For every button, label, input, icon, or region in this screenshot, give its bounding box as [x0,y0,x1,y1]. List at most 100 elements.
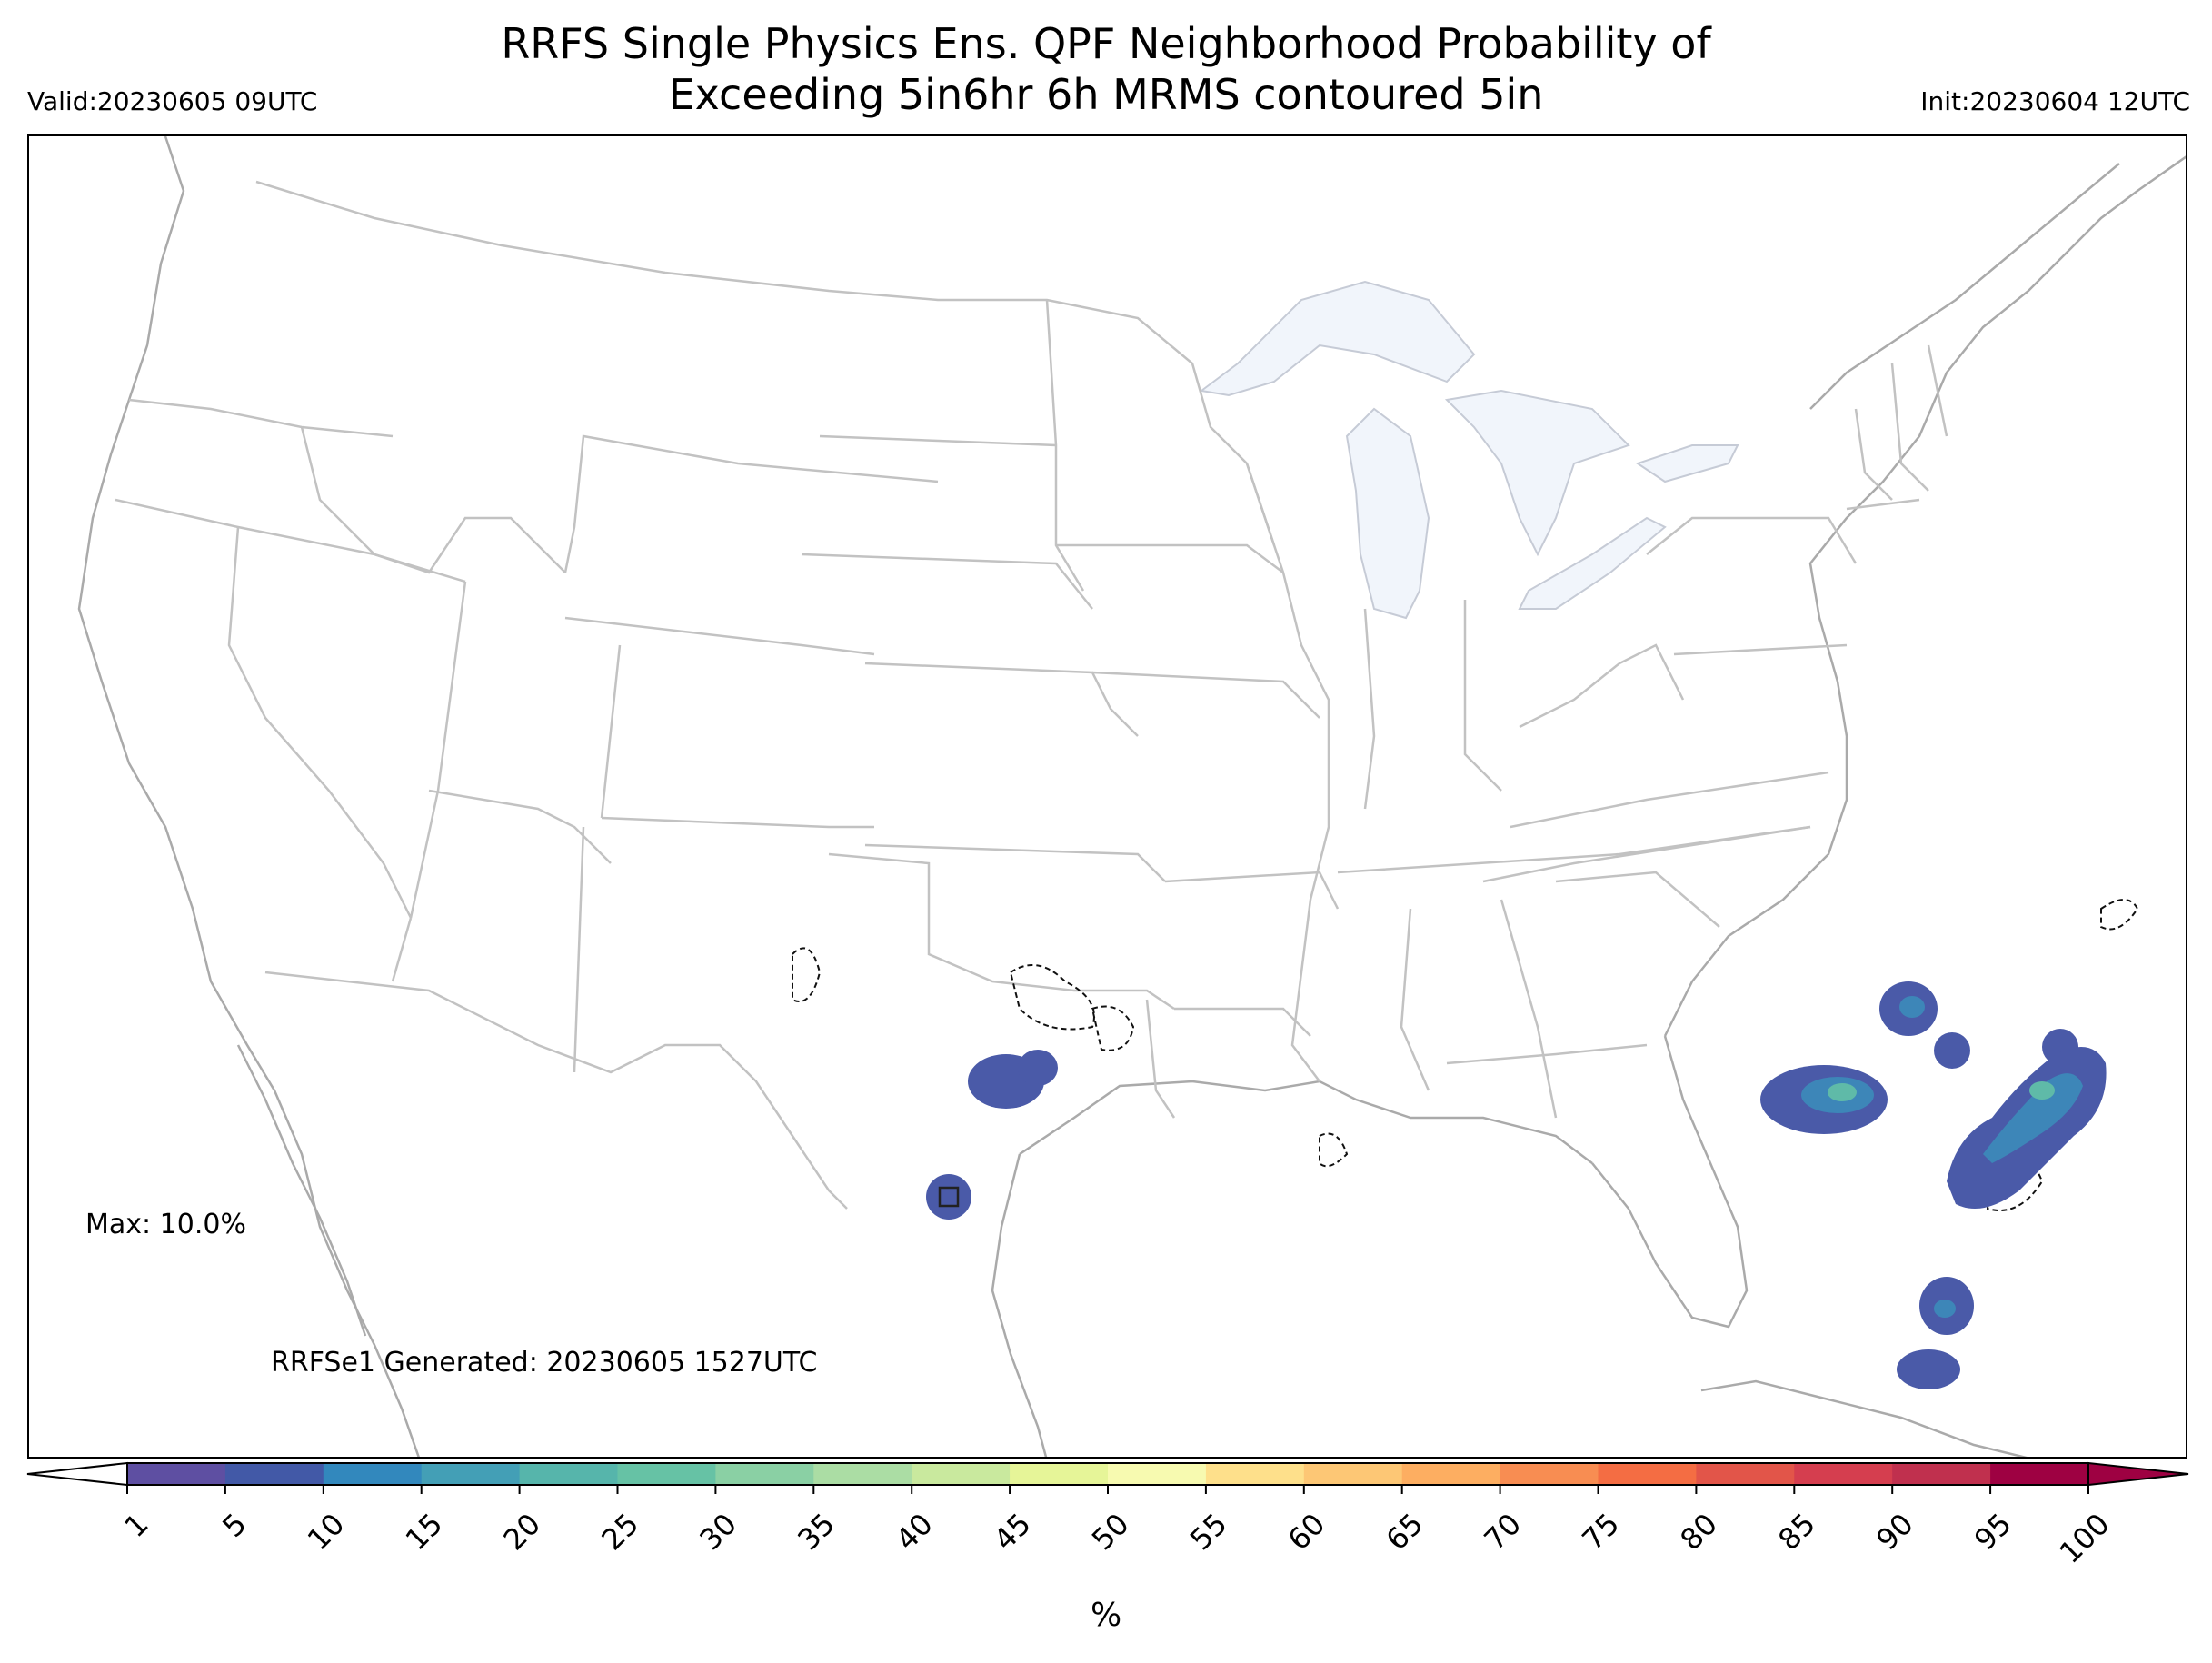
prob-blob-texas [968,1050,1058,1109]
contour-tx-cluster [1091,1005,1135,1051]
ga-fl [1446,1043,1648,1065]
colorbar-tick-label: 70 [1478,1507,1529,1558]
map-title: RRFS Single Physics Ens. QPF Neighborhoo… [0,18,2212,120]
ne-ks [864,662,1139,737]
co-ut [600,644,622,819]
atlantic-coast [1663,155,2186,1037]
colorbar-cell [1010,1463,1109,1485]
ms-al [1400,908,1430,1091]
mex-border [264,971,848,1210]
mexico-gulf-coast [991,1153,1048,1457]
colorbar-cell [1990,1463,2089,1485]
prob-blob-atlantic-west [1760,1065,1888,1134]
vt-nh [1890,363,1929,492]
va-nc [1510,771,1829,829]
lake-huron [1444,389,1630,557]
colorbar-cell [127,1463,226,1485]
mt-wy [563,434,939,573]
colorbar-tick-label: 50 [1085,1507,1136,1558]
great-lakes [1199,280,1739,620]
ia-mo [1091,671,1320,719]
colorbar-cell [813,1463,912,1485]
colorbar-tick-label: 75 [1575,1507,1626,1558]
colorbar-tick-label: 80 [1673,1507,1724,1558]
il-in [1363,608,1376,810]
colorbar-cell [617,1463,716,1485]
contour-atlantic-ne [2100,899,2139,931]
colorbar-tick-label: 30 [692,1507,743,1558]
ia-mn [1056,543,1284,573]
ma-ct [1846,498,1920,511]
colorbar-cell [1500,1463,1599,1485]
or-ca-nv [115,498,466,583]
colorbar-unit-label: % [1091,1597,1122,1634]
valid-time-label: Valid:20230605 09UTC [27,86,318,116]
wv [1519,643,1685,729]
probability-fields [926,981,2107,1389]
ny-vt [1854,408,1893,501]
nv-ut [409,581,467,919]
colorbar-cell [1205,1463,1305,1485]
contour-ok-cluster [1009,964,1095,1031]
lake-superior [1199,280,1476,397]
ar-la [1174,1007,1311,1037]
id-mt [300,426,566,574]
colorbar-cell [1598,1463,1697,1485]
colorbar-cell [912,1463,1011,1485]
max-value-label: Max: 10.0% [85,1209,246,1240]
colorbar-cell [1303,1463,1403,1485]
gulf-coast [1019,1080,1593,1164]
colorbar-tick-label: 25 [594,1507,645,1558]
colorbar-cell [519,1463,618,1485]
map-canvas [77,136,2186,1457]
colorbar-extend-low [26,1461,128,1487]
colorbar-cells [26,1461,2189,1487]
ms-river [1245,463,1330,1082]
colorbar-cell [224,1463,324,1485]
ky-tn [1337,825,1811,874]
colorbar-cell [323,1463,423,1485]
colorbar-tick-label: 20 [497,1507,548,1558]
prob-blob-south-texas [926,1174,971,1220]
colorbar-tick-label: 15 [399,1507,450,1558]
co-nm [601,816,874,829]
lake-michigan [1345,407,1430,620]
colorbar-cell [1696,1463,1795,1485]
colorbar-tick-label: 60 [1281,1507,1332,1558]
in-oh [1463,600,1502,792]
contour-nm-cluster [792,947,822,1002]
state-boundaries [115,180,1948,1210]
wy-co [564,616,875,656]
generated-label: RRFSe1 Generated: 20230605 1527UTC [271,1347,818,1379]
lake-ontario [1635,444,1739,483]
baja-inner-coast [236,1044,367,1337]
colorbar-tick-label: 90 [1869,1507,1920,1558]
colorbar-ticks: 1 5 10 15 20 25 30 35 40 45 50 55 60 65 70 75 80 85 90 95 10… [117,1485,2117,1570]
lake-erie [1518,516,1667,610]
ok-tx [828,852,1175,1011]
colorbar-tick-label: 1 [117,1507,154,1544]
ca-az [391,917,413,982]
colorbar-tick-label: 45 [987,1507,1038,1558]
colorbar-frame [126,1462,2089,1486]
map-panel [27,134,2187,1459]
st-lawrence [1809,163,2120,410]
ca-nv-diag [227,526,413,919]
colorbar-cell [1794,1463,1893,1485]
tx-la [1145,999,1176,1119]
prob-blob-atlantic-north [1879,981,2078,1069]
tn-nc [1482,825,1811,883]
colorbar-cell [1401,1463,1501,1485]
al-ga [1500,899,1558,1119]
init-time-label: Init:20230604 12UTC [1920,86,2190,116]
wa-or [128,398,394,438]
colorbar-cell [1892,1463,1991,1485]
colorbar-cell [1108,1463,1207,1485]
colorbar-extend-high [2087,1461,2189,1487]
colorbar-cell [715,1463,814,1485]
nd-sd [819,434,1057,447]
ut-az [428,789,612,864]
max-location-marker [938,1186,960,1208]
west-coast [77,136,420,1457]
prob-blob-atlantic-east [1947,1047,2107,1209]
